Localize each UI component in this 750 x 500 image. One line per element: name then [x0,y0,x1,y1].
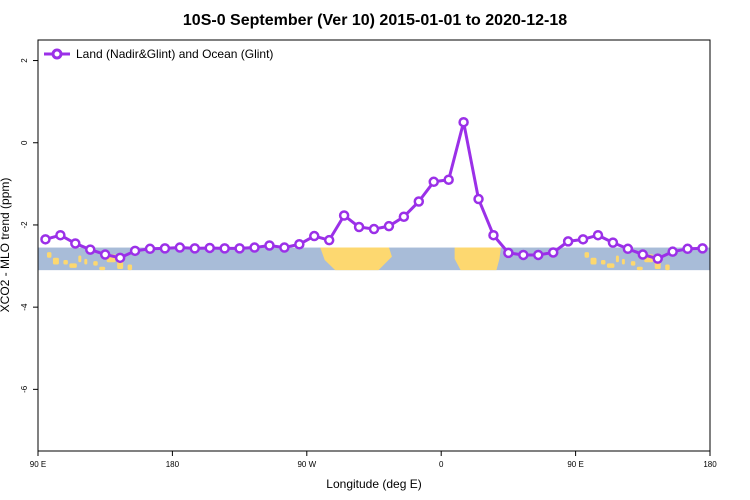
data-point [607,237,619,248]
chart-title: 10S-0 September (Ver 10) 2015-01-01 to 2… [183,12,567,29]
data-point [338,210,350,221]
x-tick-label: 90 E [30,460,46,469]
data-point [323,234,335,246]
island [584,252,590,258]
data-point [443,174,454,185]
island [630,261,636,266]
data-point [159,243,171,254]
island [665,264,670,271]
island [63,259,68,265]
data-point [413,196,425,207]
island [78,255,82,263]
x-axis: 90 E 180 90 W 0 90 E 180 [30,451,717,469]
data-point [383,220,395,232]
y-tick-label: 0 [20,140,29,145]
series-line [45,120,703,261]
y-axis-label: XCO2 - MLO trend (ppm) [0,178,12,313]
land-mass [454,247,501,271]
data-point [264,240,275,251]
y-axis: 2 0 -2 -4 -6 [20,58,38,393]
data-point [473,193,484,205]
data-point [249,242,260,253]
data-point [622,243,634,255]
island [615,255,619,263]
data-point [129,245,141,257]
series-layer [40,116,708,264]
data-point [652,253,663,264]
island [84,258,88,265]
data-point [368,223,380,235]
data-point [428,176,439,188]
x-tick-label: 0 [439,460,444,469]
data-point [488,229,499,241]
island [69,263,77,268]
island [99,266,106,271]
island [590,257,597,265]
y-tick-label: -2 [20,221,29,229]
land-mass [320,247,392,271]
y-tick-label: 2 [20,58,29,63]
data-point [503,247,514,259]
plot-frame [37,39,711,452]
data-point [114,252,126,264]
data-point [234,243,245,254]
x-tick-label: 180 [166,460,180,469]
data-point [547,247,559,258]
data-point [174,242,186,253]
data-point [219,243,230,254]
legend: Land (Nadir&Glint) and Ocean (Glint) [44,47,273,61]
data-point [518,249,529,261]
y-tick-label: -6 [20,385,29,393]
data-point [55,229,66,241]
island [600,259,606,265]
island [636,266,643,271]
data-point [99,249,111,260]
data-point [562,236,574,247]
data-point [189,243,201,254]
data-point [40,234,51,245]
data-point [204,242,215,254]
data-point [667,246,678,257]
island [621,258,625,265]
y-tick-label: -4 [20,303,29,311]
x-axis-label: Longitude (deg E) [326,477,421,491]
data-point [85,244,96,255]
data-point [592,229,604,241]
island [127,264,133,271]
legend-marker [51,48,63,60]
x-tick-label: 90 E [567,460,583,469]
island [52,257,59,265]
data-point [697,243,708,254]
x-tick-label: 90 W [297,460,316,469]
data-point [144,243,156,255]
island [46,252,52,258]
data-point [279,242,290,253]
island [606,263,615,268]
data-point [577,234,589,245]
island [93,261,98,266]
data-point [458,116,469,128]
data-point [533,249,544,261]
data-point [682,243,693,255]
data-point [70,238,81,249]
x-tick-label: 180 [703,460,717,469]
data-point [398,211,410,222]
data-point [637,249,649,260]
data-point [294,239,305,250]
data-point [309,230,320,242]
legend-label: Land (Nadir&Glint) and Ocean (Glint) [76,47,273,61]
data-point [353,221,365,233]
